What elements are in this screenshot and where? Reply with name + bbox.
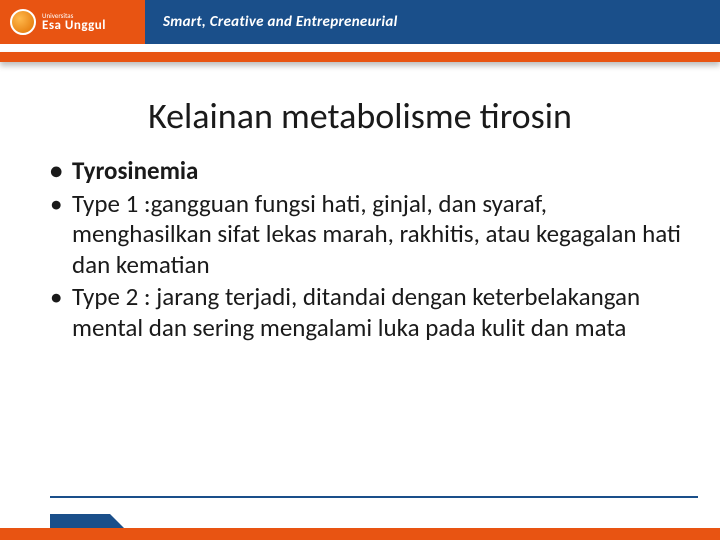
bullet-list: Tyrosinemia Type 1 :gangguan fungsi hati…	[38, 156, 682, 343]
divider-orange-top	[0, 52, 720, 62]
logo-block: Universitas Esa Unggul	[0, 0, 145, 44]
logo-icon	[10, 9, 36, 35]
bullet-item: Type 1 :gangguan fungsi hati, ginjal, da…	[46, 189, 682, 281]
bullet-item: Type 2 : jarang terjadi, ditandai dengan…	[46, 282, 682, 343]
header-tagline-bar: Smart, Creative and Entrepreneurial	[145, 0, 720, 44]
footer-divider-blue	[50, 496, 698, 498]
footer	[0, 496, 720, 540]
logo-text: Universitas Esa Unggul	[42, 12, 106, 33]
slide-title: Kelainan metabolisme tirosin	[38, 94, 682, 138]
footer-bar-orange	[0, 528, 720, 540]
bullet-item: Tyrosinemia	[46, 156, 682, 187]
header: Universitas Esa Unggul Smart, Creative a…	[0, 0, 720, 44]
slide-content: Kelainan metabolisme tirosin Tyrosinemia…	[0, 62, 720, 343]
logo-line2: Esa Unggul	[42, 19, 106, 33]
tagline: Smart, Creative and Entrepreneurial	[163, 13, 398, 31]
footer-accent-blue	[50, 514, 110, 528]
